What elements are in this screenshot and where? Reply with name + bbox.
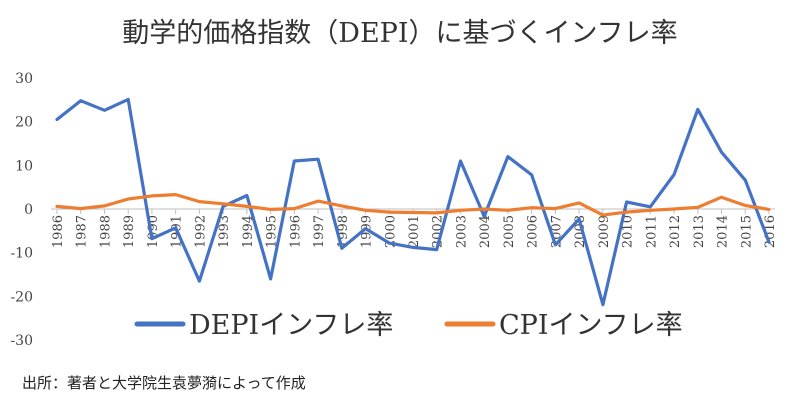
y-tick-label: -20 — [10, 289, 33, 305]
y-tick-label: 30 — [15, 71, 33, 87]
x-tick-label: 1989 — [122, 215, 137, 248]
x-tick-label: 2014 — [716, 215, 731, 248]
y-tick-label: -30 — [10, 333, 33, 349]
x-tick-label: 1997 — [312, 215, 327, 248]
legend: DEPIインフレ率 CPIインフレ率 — [134, 310, 683, 341]
x-tick-label: 2002 — [431, 215, 446, 248]
x-tick-label: 2011 — [644, 215, 659, 248]
x-tick-label: 2015 — [739, 215, 754, 248]
x-tick-label: 1993 — [217, 215, 232, 248]
legend-label-cpi: CPIインフレ率 — [499, 310, 683, 341]
x-tick-label: 1992 — [193, 215, 208, 248]
x-tick-label: 2009 — [597, 215, 612, 248]
x-tick-label: 1995 — [265, 215, 280, 248]
y-tick-label: 20 — [15, 115, 33, 131]
y-tick-label: 0 — [24, 202, 33, 218]
chart-title: 動学的価格指数（DEPI）に基づくインフレ率 — [122, 18, 677, 49]
x-tick-label: 1996 — [288, 215, 303, 248]
y-axis: 30 20 10 0 -10 -20 -30 — [10, 71, 33, 349]
x-tick-label: 1986 — [51, 215, 66, 248]
y-tick-label: -10 — [10, 246, 33, 262]
legend-label-depi: DEPIインフレ率 — [189, 310, 393, 341]
x-tick-label: 2006 — [526, 215, 541, 248]
series-line-depi — [55, 97, 771, 307]
series-layer — [55, 97, 771, 307]
x-tick-label: 2005 — [502, 215, 517, 248]
x-tick-label: 2012 — [668, 215, 683, 248]
x-axis: 1986 1987 1988 1989 1990 1991 1992 1993 1994 1995… — [51, 209, 778, 248]
x-tick-label: 2001 — [407, 215, 422, 248]
x-tick-label: 2000 — [383, 215, 398, 248]
x-tick-label: 2004 — [478, 215, 493, 248]
x-tick-label: 1994 — [241, 215, 256, 248]
x-tick-label: 1999 — [360, 215, 375, 248]
y-tick-label: 10 — [15, 158, 33, 174]
x-tick-label: 2003 — [454, 215, 469, 248]
x-tick-label: 2013 — [692, 215, 707, 248]
x-tick-label: 1987 — [75, 215, 90, 248]
series-line-cpi — [55, 193, 771, 217]
x-tick-label: 2010 — [621, 215, 636, 248]
x-tick-label: 1988 — [98, 215, 113, 248]
source-note: 出所：著者と大学院生袁夢漪によって作成 — [22, 374, 306, 392]
